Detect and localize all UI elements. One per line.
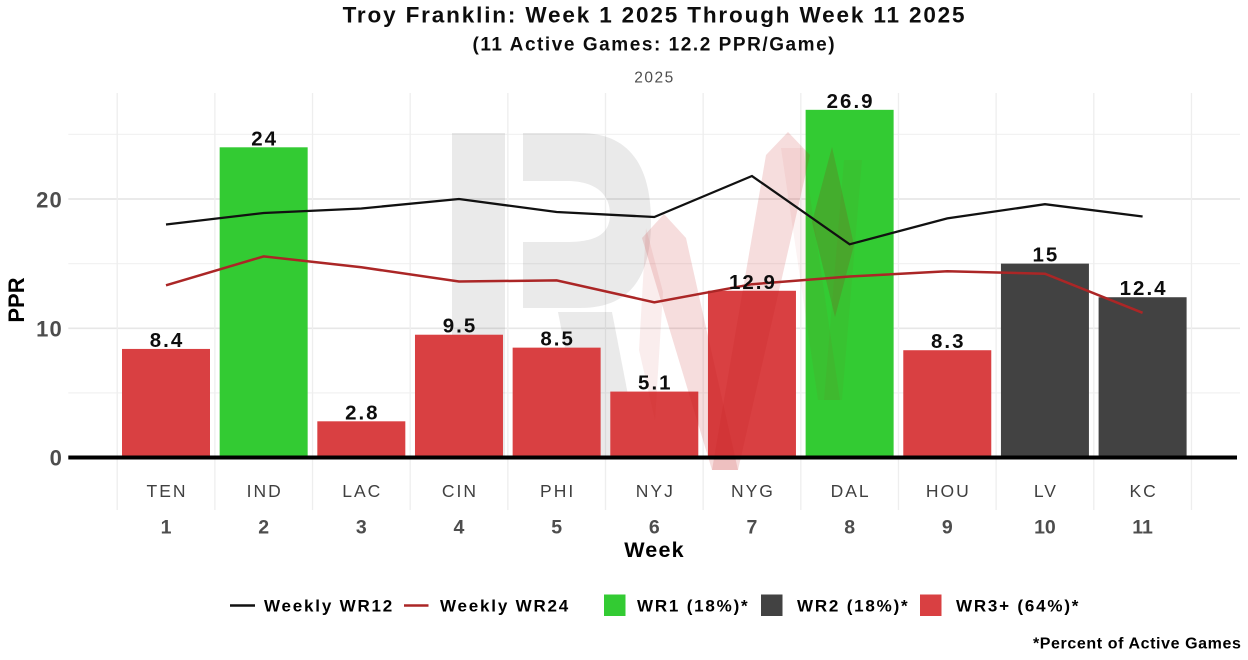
svg-text:Weekly WR12: Weekly WR12 — [264, 597, 394, 616]
svg-text:3: 3 — [356, 517, 367, 539]
svg-text:DAL: DAL — [831, 481, 871, 501]
svg-text:5: 5 — [551, 517, 562, 539]
svg-text:9.5: 9.5 — [443, 315, 478, 338]
svg-text:4: 4 — [454, 517, 465, 539]
svg-text:WR2 (18%)*: WR2 (18%)* — [797, 597, 909, 616]
svg-text:8: 8 — [844, 517, 855, 539]
svg-text:LAC: LAC — [342, 481, 382, 501]
svg-text:12.9: 12.9 — [729, 271, 777, 294]
svg-text:26.9: 26.9 — [827, 90, 875, 113]
svg-text:NYG: NYG — [731, 481, 775, 501]
svg-text:(11 Active Games: 12.2 PPR/Gam: (11 Active Games: 12.2 PPR/Game) — [472, 35, 836, 56]
svg-text:WR1 (18%)*: WR1 (18%)* — [637, 597, 749, 616]
svg-text:8.3: 8.3 — [931, 330, 966, 353]
svg-text:Weekly WR24: Weekly WR24 — [440, 597, 570, 616]
svg-text:CIN: CIN — [442, 481, 478, 501]
svg-text:12.4: 12.4 — [1120, 277, 1168, 300]
svg-text:HOU: HOU — [926, 481, 971, 501]
svg-text:TEN: TEN — [147, 481, 188, 501]
svg-text:WR3+ (64%)*: WR3+ (64%)* — [956, 597, 1080, 616]
svg-text:KC: KC — [1129, 481, 1157, 501]
svg-text:2: 2 — [258, 517, 269, 539]
svg-text:PHI: PHI — [540, 481, 575, 501]
svg-text:PPR: PPR — [4, 277, 29, 322]
svg-text:10: 10 — [36, 317, 63, 342]
svg-text:11: 11 — [1132, 517, 1153, 539]
svg-text:20: 20 — [36, 188, 63, 213]
svg-text:Week: Week — [624, 538, 685, 562]
svg-text:8.5: 8.5 — [540, 328, 575, 351]
svg-text:Troy Franklin: Week 1 2025 Thr: Troy Franklin: Week 1 2025 Through Week … — [343, 3, 967, 28]
svg-text:10: 10 — [1034, 517, 1056, 539]
svg-text:1: 1 — [161, 517, 172, 539]
svg-text:0: 0 — [50, 446, 63, 471]
svg-text:7: 7 — [747, 517, 758, 539]
svg-text:5.1: 5.1 — [638, 372, 673, 395]
svg-text:2025: 2025 — [634, 70, 674, 87]
svg-text:24: 24 — [251, 127, 278, 150]
svg-text:2.8: 2.8 — [345, 401, 380, 424]
svg-text:9: 9 — [942, 517, 953, 539]
svg-text:8.4: 8.4 — [150, 329, 185, 352]
svg-text:*Percent of Active Games: *Percent of Active Games — [1033, 636, 1242, 653]
svg-text:IND: IND — [247, 481, 283, 501]
svg-text:6: 6 — [649, 517, 660, 539]
svg-text:LV: LV — [1034, 481, 1058, 501]
svg-text:NYJ: NYJ — [636, 481, 675, 501]
svg-text:15: 15 — [1033, 244, 1060, 267]
